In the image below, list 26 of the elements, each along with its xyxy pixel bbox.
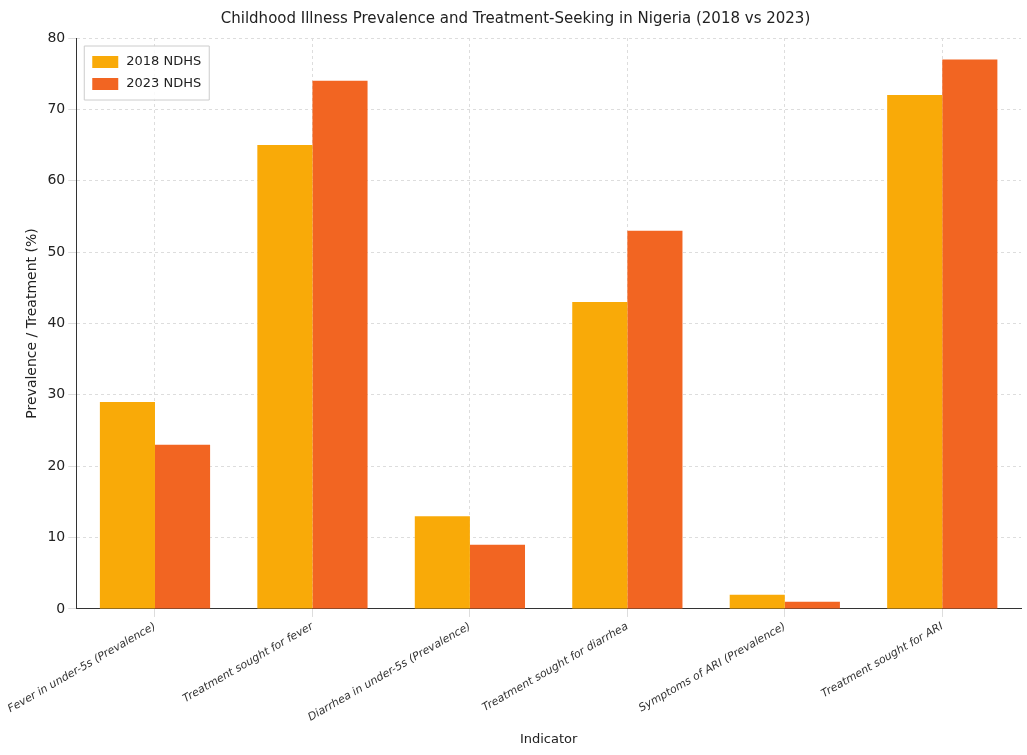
bar — [784, 601, 840, 609]
bar — [99, 402, 155, 609]
legend-label: 2018 NDHS — [126, 53, 202, 69]
bar — [312, 80, 368, 609]
y-tick-label: 70 — [47, 100, 66, 117]
y-tick-label: 40 — [47, 314, 66, 331]
bar — [729, 594, 785, 609]
bar — [414, 516, 470, 609]
y-axis-title: Prevalence / Treatment (%) — [22, 228, 39, 419]
y-tick-label: 30 — [47, 385, 66, 402]
bar — [942, 59, 998, 609]
y-tick-label: 10 — [47, 528, 66, 545]
bar — [154, 444, 211, 609]
bar — [627, 230, 683, 609]
bar — [257, 145, 313, 609]
bar — [469, 544, 526, 609]
y-tick-label: 60 — [47, 171, 66, 188]
bar — [572, 302, 628, 609]
y-tick-label: 50 — [47, 242, 66, 259]
x-axis-title: Indicator — [519, 730, 579, 746]
y-tick-label: 80 — [47, 28, 66, 45]
y-tick-label: 0 — [56, 599, 66, 616]
legend-label: 2023 NDHS — [126, 75, 202, 91]
y-tick-label: 20 — [47, 456, 66, 473]
bar — [887, 95, 943, 609]
chart-title: Childhood Illness Prevalence and Treatment-Seeking in Nigeria (2018 vs 2023) — [220, 8, 811, 27]
